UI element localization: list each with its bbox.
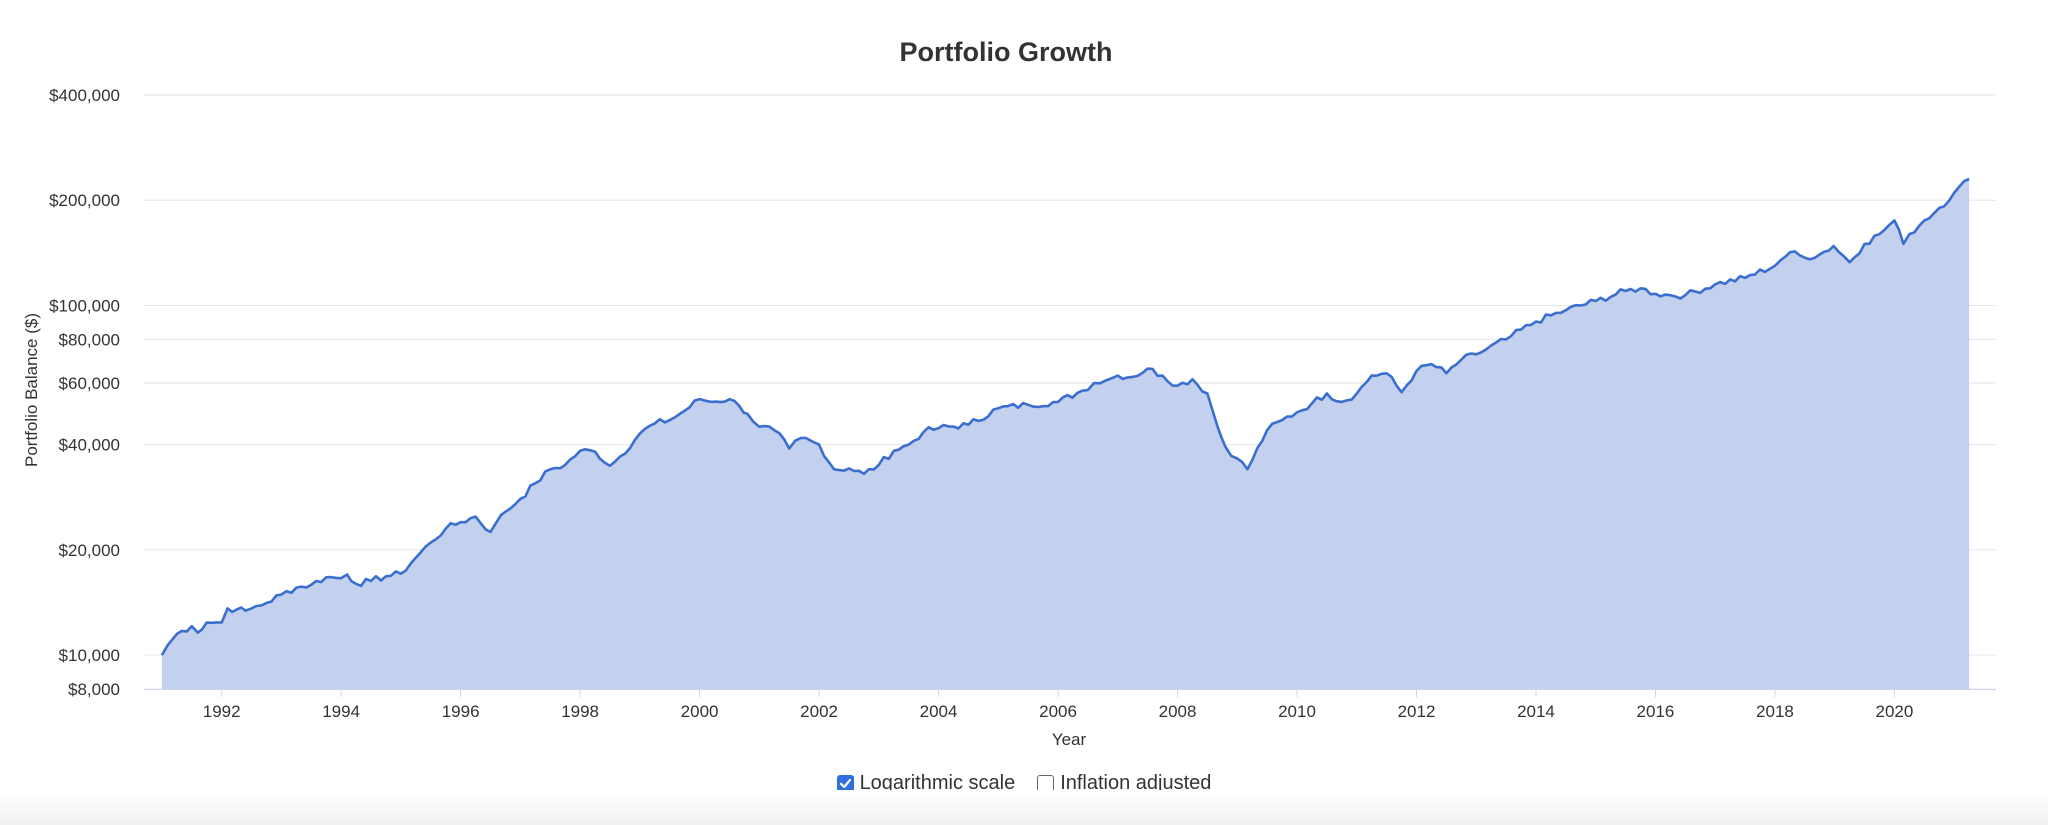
x-axis-title: Year <box>1052 730 1087 749</box>
y-tick-label: $200,000 <box>49 191 120 210</box>
x-tick-label: 2010 <box>1278 702 1316 721</box>
chart-title: Portfolio Growth <box>900 37 1113 67</box>
inflation-adjusted-label: Inflation adjusted <box>1060 772 1212 794</box>
x-tick-label: 2004 <box>920 702 958 721</box>
x-tick-label: 2002 <box>800 702 838 721</box>
x-tick-label: 1992 <box>203 702 241 721</box>
log-scale-label: Logarithmic scale <box>859 772 1016 794</box>
chart-svg: $400,000 $200,000 $100,000 $80,000 $60,000 $4… <box>22 37 1996 749</box>
y-tick-label: $20,000 <box>59 541 120 560</box>
x-tick-label: 1996 <box>442 702 480 721</box>
x-tick-label: 2012 <box>1398 702 1436 721</box>
bottom-shade <box>0 790 2048 825</box>
series-line <box>160 177 1970 656</box>
x-tick-label: 2018 <box>1756 702 1794 721</box>
y-axis-title: Portfolio Balance ($) <box>22 313 41 467</box>
x-tick-label: 2006 <box>1039 702 1077 721</box>
y-tick-label: $10,000 <box>59 646 120 665</box>
x-tick-label: 2014 <box>1517 702 1555 721</box>
x-tick-label: 2020 <box>1876 702 1914 721</box>
chart-controls: Logarithmic scale Inflation adjusted <box>0 772 2048 795</box>
y-tick-label: $400,000 <box>49 86 120 105</box>
checkmark-icon <box>839 778 851 789</box>
x-tick-label: 2008 <box>1159 702 1197 721</box>
x-tick-label: 1998 <box>561 702 599 721</box>
x-tick-label: 1994 <box>322 702 360 721</box>
y-tick-label: $60,000 <box>59 374 120 393</box>
y-tick-label: $40,000 <box>59 436 120 455</box>
portfolio-growth-chart: $400,000 $200,000 $100,000 $80,000 $60,000 $4… <box>22 37 1996 749</box>
x-tick-label: 2000 <box>681 702 719 721</box>
inflation-adjusted-toggle[interactable]: Inflation adjusted <box>1037 772 1211 795</box>
series-area-fill <box>161 179 1970 689</box>
log-scale-toggle[interactable]: Logarithmic scale <box>836 772 1016 795</box>
area-layer <box>160 177 1970 689</box>
y-tick-label: $8,000 <box>68 680 120 699</box>
x-tick-label: 2016 <box>1637 702 1675 721</box>
y-tick-label: $100,000 <box>49 296 120 315</box>
y-tick-label: $80,000 <box>59 330 120 349</box>
axis-layer: $400,000 $200,000 $100,000 $80,000 $60,000 $4… <box>49 86 1996 721</box>
